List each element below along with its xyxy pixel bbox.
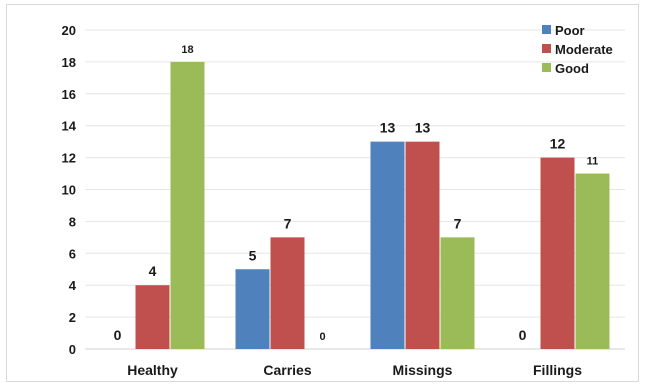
bars (135, 61, 610, 350)
bar-good-fillings (575, 173, 610, 349)
y-axis-ticks: 0 2 4 6 8 10 12 14 16 18 20 (62, 23, 77, 357)
data-label: 11 (587, 156, 599, 168)
data-label: 0 (519, 327, 527, 343)
y-tick-label: 18 (62, 55, 76, 70)
data-label: 12 (550, 136, 566, 152)
data-label: 0 (319, 331, 325, 343)
data-label: 7 (284, 215, 292, 231)
bar-moderate-carries (270, 237, 305, 349)
data-label: 13 (380, 120, 396, 136)
y-tick-label: 0 (69, 342, 76, 357)
y-tick-label: 6 (69, 246, 76, 261)
x-axis-categories: Healthy Carries Missings Fillings (127, 362, 582, 378)
bar-good-missings (440, 237, 475, 349)
y-tick-label: 12 (62, 151, 76, 166)
bar-good-healthy (170, 61, 205, 350)
legend-label-poor: Poor (555, 23, 585, 38)
data-labels: 0 4 18 5 7 0 13 13 7 0 12 11 (114, 44, 599, 343)
bar-poor-carries (235, 269, 270, 349)
y-tick-label: 14 (62, 119, 77, 134)
data-label: 0 (114, 327, 122, 343)
x-category-label: Healthy (127, 362, 178, 378)
data-label: 4 (149, 263, 157, 279)
x-category-label: Fillings (533, 362, 582, 378)
y-tick-label: 20 (62, 23, 76, 38)
chart-frame (6, 4, 639, 382)
bar-moderate-fillings (540, 157, 575, 349)
legend-swatch-good (542, 63, 551, 72)
x-category-label: Missings (393, 362, 453, 378)
data-label: 13 (415, 120, 431, 136)
data-label: 7 (454, 215, 462, 231)
legend-label-good: Good (555, 61, 589, 76)
legend-label-moderate: Moderate (555, 42, 613, 57)
bar-moderate-healthy (135, 285, 170, 349)
legend: Poor Moderate Good (542, 23, 613, 76)
data-label: 18 (181, 44, 193, 56)
y-tick-label: 10 (62, 183, 76, 198)
legend-swatch-poor (542, 25, 551, 34)
y-tick-label: 2 (69, 310, 76, 325)
y-tick-label: 4 (69, 278, 77, 293)
legend-swatch-moderate (542, 44, 551, 53)
data-label: 5 (249, 247, 257, 263)
y-tick-label: 16 (62, 87, 76, 102)
x-category-label: Carries (263, 362, 311, 378)
y-tick-label: 8 (69, 214, 76, 229)
bar-moderate-missings (405, 141, 440, 349)
bar-poor-missings (370, 141, 405, 349)
